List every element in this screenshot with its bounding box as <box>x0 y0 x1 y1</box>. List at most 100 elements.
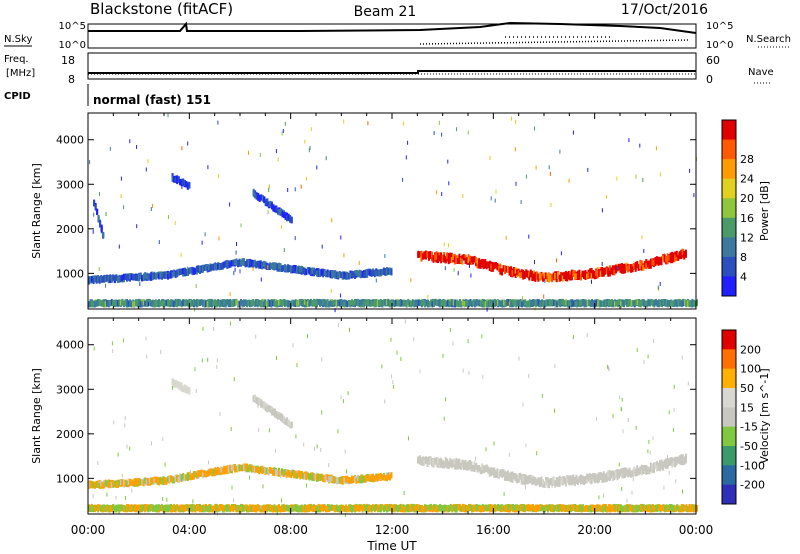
data-cell <box>340 272 343 279</box>
data-cell <box>404 506 407 513</box>
noise-cell <box>294 236 296 241</box>
colorbar-tick-label: 20 <box>740 192 754 205</box>
data-cell <box>171 176 174 183</box>
data-cell <box>115 505 118 512</box>
data-cell <box>265 504 268 511</box>
data-cell <box>290 472 293 479</box>
data-cell <box>317 299 320 305</box>
data-cell <box>470 461 473 468</box>
data-cell <box>478 258 481 265</box>
data-cell <box>500 268 503 275</box>
data-cell <box>247 506 250 513</box>
data-cell <box>173 477 176 484</box>
data-cell <box>124 479 127 486</box>
data-cell <box>278 470 280 477</box>
noise-cell <box>462 194 464 199</box>
data-cell <box>136 273 139 280</box>
data-cell <box>100 275 103 282</box>
data-cell <box>652 259 655 266</box>
data-cell <box>171 299 174 306</box>
data-cell <box>628 264 631 271</box>
data-cell <box>429 458 432 465</box>
noise-cell <box>187 141 189 146</box>
data-cell <box>684 249 687 256</box>
data-cell <box>598 300 601 307</box>
station-title: Blackstone (fitACF) <box>90 0 233 18</box>
data-cell <box>575 273 578 280</box>
data-cell <box>557 480 560 487</box>
data-cell <box>589 473 592 480</box>
noise-cell <box>281 131 283 136</box>
data-cell <box>183 386 186 393</box>
data-cell <box>493 472 496 479</box>
data-cell <box>280 413 282 420</box>
data-cell <box>316 474 318 481</box>
noise-cell <box>639 143 641 148</box>
data-cell <box>677 456 680 463</box>
data-cell <box>314 505 317 511</box>
data-cell <box>205 471 207 478</box>
data-cell <box>107 301 110 308</box>
data-cell <box>561 275 564 282</box>
data-cell <box>460 505 463 512</box>
data-cell <box>355 269 358 276</box>
data-cell <box>287 214 290 221</box>
data-cell <box>513 505 516 512</box>
data-cell <box>392 504 394 511</box>
data-cell <box>389 474 391 481</box>
data-cell <box>176 504 179 511</box>
data-cell <box>525 504 528 511</box>
data-cell <box>361 474 364 481</box>
data-cell <box>218 264 221 271</box>
data-cell <box>165 299 168 306</box>
data-cell <box>150 300 153 307</box>
data-cell <box>282 503 285 510</box>
data-cell <box>392 300 394 307</box>
data-cell <box>387 300 390 306</box>
noise-cell <box>693 193 695 198</box>
data-cell <box>276 263 279 270</box>
data-cell <box>280 208 282 215</box>
data-cell <box>224 299 227 306</box>
data-cell <box>340 299 343 306</box>
data-cell <box>659 300 662 307</box>
data-cell <box>431 460 433 467</box>
data-cell <box>246 300 249 307</box>
data-cell <box>525 301 528 308</box>
data-cell <box>360 474 363 481</box>
data-cell <box>569 301 572 308</box>
data-cell <box>264 263 267 270</box>
data-cell <box>232 260 235 267</box>
data-cell <box>265 264 268 270</box>
data-cell <box>688 301 691 308</box>
data-cell <box>563 476 566 483</box>
data-cell <box>645 263 648 270</box>
data-cell <box>154 506 157 513</box>
data-cell <box>159 476 162 483</box>
data-cell <box>129 506 131 512</box>
data-cell <box>329 476 332 483</box>
data-cell <box>547 506 549 513</box>
data-cell <box>308 268 311 275</box>
data-cell <box>97 482 100 488</box>
data-cell <box>104 505 107 512</box>
data-cell <box>446 460 449 467</box>
data-cell <box>303 267 306 274</box>
data-cell <box>437 504 440 511</box>
data-cell <box>621 299 624 306</box>
data-cell <box>179 382 182 388</box>
data-cell <box>551 299 554 305</box>
data-cell <box>390 472 393 479</box>
data-cell <box>264 199 267 205</box>
data-cell <box>496 300 499 306</box>
data-cell <box>115 300 118 307</box>
data-cell <box>170 271 173 278</box>
data-cell <box>523 475 526 481</box>
data-cell <box>458 257 461 264</box>
data-cell <box>227 505 230 512</box>
data-cell <box>338 506 341 513</box>
data-cell <box>528 505 531 512</box>
data-cell <box>449 504 452 511</box>
data-cell <box>477 299 480 306</box>
data-cell <box>430 299 432 306</box>
